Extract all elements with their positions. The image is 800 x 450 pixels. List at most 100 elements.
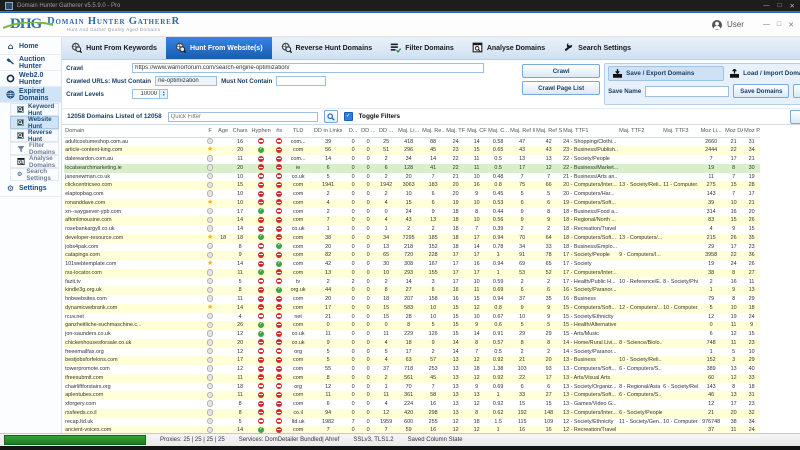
tab-reverse-hunt-domains[interactable]: Reverse Hunt Domains: [272, 37, 382, 59]
tab-hunt-from-website-s-[interactable]: Hunt From Website(s): [166, 37, 272, 59]
column-header[interactable]: Age: [216, 125, 230, 137]
sidebar-item-home[interactable]: ⌂Home: [0, 39, 61, 55]
column-header[interactable]: Moz PA: [743, 125, 760, 137]
table-row[interactable]: hnbwebsites.com11com20001820715816150.94…: [64, 295, 760, 304]
table-row[interactable]: ganzheitliche-suchmaschine.c...26✓com000…: [64, 321, 760, 330]
column-header[interactable]: Maj. Ref IPs: [509, 125, 535, 137]
table-row[interactable]: jon-saunders.co.uk12✓co.uk11001122912615…: [64, 330, 760, 339]
column-header[interactable]: DD in Links: [310, 125, 346, 137]
table-row[interactable]: catapings.com9com82006572022817171917817…: [64, 251, 760, 260]
table-row[interactable]: developer-resource.com★1818✓com380034729…: [64, 234, 760, 243]
sidebar-item-search-settings[interactable]: ⚙Search Settings: [10, 168, 59, 181]
column-header[interactable]: Maj. Li...: [396, 125, 421, 137]
table-row[interactable]: aplentubes.com11com110011361581313133271…: [64, 391, 760, 400]
table-row[interactable]: ifreesubmit.com11com80025614513120.92221…: [64, 374, 760, 383]
crawl-button[interactable]: Crawl: [522, 64, 600, 78]
must-not-contain-input[interactable]: [276, 76, 326, 86]
column-header[interactable]: Domain: [64, 125, 204, 137]
column-header[interactable]: Maj. TF: [445, 125, 466, 137]
table-row[interactable]: 101webtemplate.com★14✓com420030308167171…: [64, 260, 760, 269]
load-import-tab[interactable]: Load / Import Domains: [726, 67, 800, 80]
maximize-icon[interactable]: □: [778, 2, 782, 10]
table-row[interactable]: elaptopbag.com10com20021062090.455520 - …: [64, 190, 760, 199]
table-row[interactable]: janenewman.co.uk10co.uk500220721100.4877…: [64, 173, 760, 182]
table-row[interactable]: rss-locator.com11✓com1300102931551717153…: [64, 269, 760, 278]
table-row[interactable]: jobs4pak.com8✓com20001321815218140.78343…: [64, 243, 760, 252]
maximize-icon[interactable]: □: [777, 21, 781, 29]
table-row[interactable]: xforgery.com8com60042241613120.92151513 …: [64, 400, 760, 409]
user-avatar-icon[interactable]: [712, 20, 722, 30]
table-row[interactable]: chickenhousesforsale.co.uk20co.uk9004189…: [64, 339, 760, 348]
table-row[interactable]: recap.ltd.uk5ltd.uk198270195960025512181…: [64, 418, 760, 427]
quick-filter-input[interactable]: [168, 112, 318, 122]
table-row[interactable]: chairliftforstairs.org18org120017071390.…: [64, 383, 760, 392]
close-icon[interactable]: ✕: [790, 2, 795, 10]
close-icon[interactable]: ✕: [788, 21, 794, 29]
column-header[interactable]: Maj. TTF3: [662, 125, 698, 137]
column-header[interactable]: DD ...: [360, 125, 376, 137]
must-contain-input[interactable]: [155, 76, 217, 86]
sidebar-item-settings[interactable]: ⚙Settings: [0, 181, 61, 197]
table-row[interactable]: dalereardon.com.au11com...14002341422110…: [64, 155, 760, 164]
sidebar-item-reverse-hunt[interactable]: Reverse Hunt: [10, 129, 59, 142]
table-header-row[interactable]: DomainFAgeCharsHyphen#sTLDDD in LinksD..…: [64, 125, 760, 137]
table-row[interactable]: rcuv.net4net210015281015100.6710915 - So…: [64, 313, 760, 322]
table-row[interactable]: localsearchmarketing.ie20ie6006128412211…: [64, 164, 760, 173]
column-header[interactable]: Hyphen: [250, 125, 272, 137]
spinner-arrows-icon[interactable]: ▲▼: [160, 89, 168, 99]
tab-filter-domains[interactable]: Filter Domains: [381, 37, 463, 59]
column-header[interactable]: Maj. Re...: [421, 125, 445, 137]
table-row[interactable]: aftonlimousine.com14com7004431318100.569…: [64, 216, 760, 225]
column-header[interactable]: Chars: [230, 125, 250, 137]
sidebar-item-expired-domains[interactable]: Expired Domains: [0, 87, 61, 103]
table-row[interactable]: clickcentricseo.com15com1941001942306318…: [64, 181, 760, 190]
column-header[interactable]: #s: [272, 125, 286, 137]
table-row[interactable]: rssfeeds.co.il8co.il9400124202981380.621…: [64, 409, 760, 418]
sidebar-item-filter-domains[interactable]: Filter Domains: [10, 142, 59, 155]
table-row[interactable]: article-content-king.com★20✓com560051296…: [64, 146, 760, 155]
table-row[interactable]: bestjobsforfelons.com17com5004635713120.…: [64, 356, 760, 365]
column-header[interactable]: Maj. C...: [487, 125, 509, 137]
save-export-tab[interactable]: Save / Export Domains: [608, 66, 724, 81]
crawl-levels-input[interactable]: [132, 89, 160, 99]
export-filtered-button[interactable]: Export Filtered: [793, 84, 800, 98]
column-header[interactable]: Maj. TTF2: [618, 125, 662, 137]
table-row[interactable]: adultcostumeshop.com.au16com...390025418…: [64, 137, 760, 146]
table-row[interactable]: rosebankargyll.co.uk14co.uk1001221870.39…: [64, 225, 760, 234]
tab-analyse-domains[interactable]: Analyse Domains: [463, 37, 554, 59]
save-domains-button[interactable]: Save Domains: [733, 84, 789, 98]
table-row[interactable]: kindle3g.org.uk8✓org.uk4400827616110.696…: [64, 286, 760, 295]
sidebar-item-analyse-domains[interactable]: Analyse Domains: [10, 155, 59, 168]
column-header[interactable]: TLD: [286, 125, 310, 137]
table-row[interactable]: xn--saygsever-ypb.com17✓com20002491880.4…: [64, 208, 760, 217]
tab-search-settings[interactable]: Search Settings: [554, 37, 640, 59]
table-row[interactable]: freeemailfax.org12org50051721470.52214 -…: [64, 348, 760, 357]
column-header[interactable]: Moz Li...: [698, 125, 724, 137]
save-name-input[interactable]: [645, 86, 729, 97]
refresh-list-button[interactable]: Refresh List: [790, 110, 800, 124]
column-header[interactable]: Maj. CF: [466, 125, 487, 137]
toggle-filters-checkbox[interactable]: ✓: [344, 112, 353, 121]
sidebar-item-keyword-hunt[interactable]: Keyword Hunt: [10, 103, 59, 116]
column-header[interactable]: DD ...: [376, 125, 396, 137]
minimize-icon[interactable]: —: [763, 2, 770, 10]
column-header[interactable]: F: [204, 125, 216, 137]
sidebar-item-auction-hunter[interactable]: Auction Hunter: [0, 55, 61, 71]
column-header[interactable]: Maj. Ref Su...: [535, 125, 562, 137]
minimize-icon[interactable]: —: [763, 21, 770, 29]
column-header[interactable]: D...: [346, 125, 360, 137]
crawl-page-list-button[interactable]: Crawl Page List: [522, 81, 600, 95]
table-row[interactable]: towerpromote.com12com55003771825313181.3…: [64, 365, 760, 374]
table-row[interactable]: fazit.tv5tv220214317100.592217 - Health/…: [64, 278, 760, 287]
table-row[interactable]: ronanddave.com★10com400415619100.536619 …: [64, 199, 760, 208]
column-header[interactable]: Moz DA: [724, 125, 743, 137]
table-row[interactable]: ancient-voices.com14✓com7007591612121161…: [64, 426, 760, 433]
sidebar-item-web2-0-hunter[interactable]: Web2.0 Hunter: [0, 71, 61, 87]
sidebar-item-website-hunt[interactable]: Website Hunt: [10, 116, 59, 129]
user-label[interactable]: User: [727, 20, 744, 29]
column-header[interactable]: Maj. TTF1: [562, 125, 618, 137]
tab-hunt-from-keywords[interactable]: Hunt From Keywords: [62, 37, 166, 59]
table-row[interactable]: dynamicwebrank.com★14com1700155831015120…: [64, 304, 760, 313]
search-button[interactable]: [324, 110, 338, 123]
crawl-url-input[interactable]: [132, 63, 484, 73]
